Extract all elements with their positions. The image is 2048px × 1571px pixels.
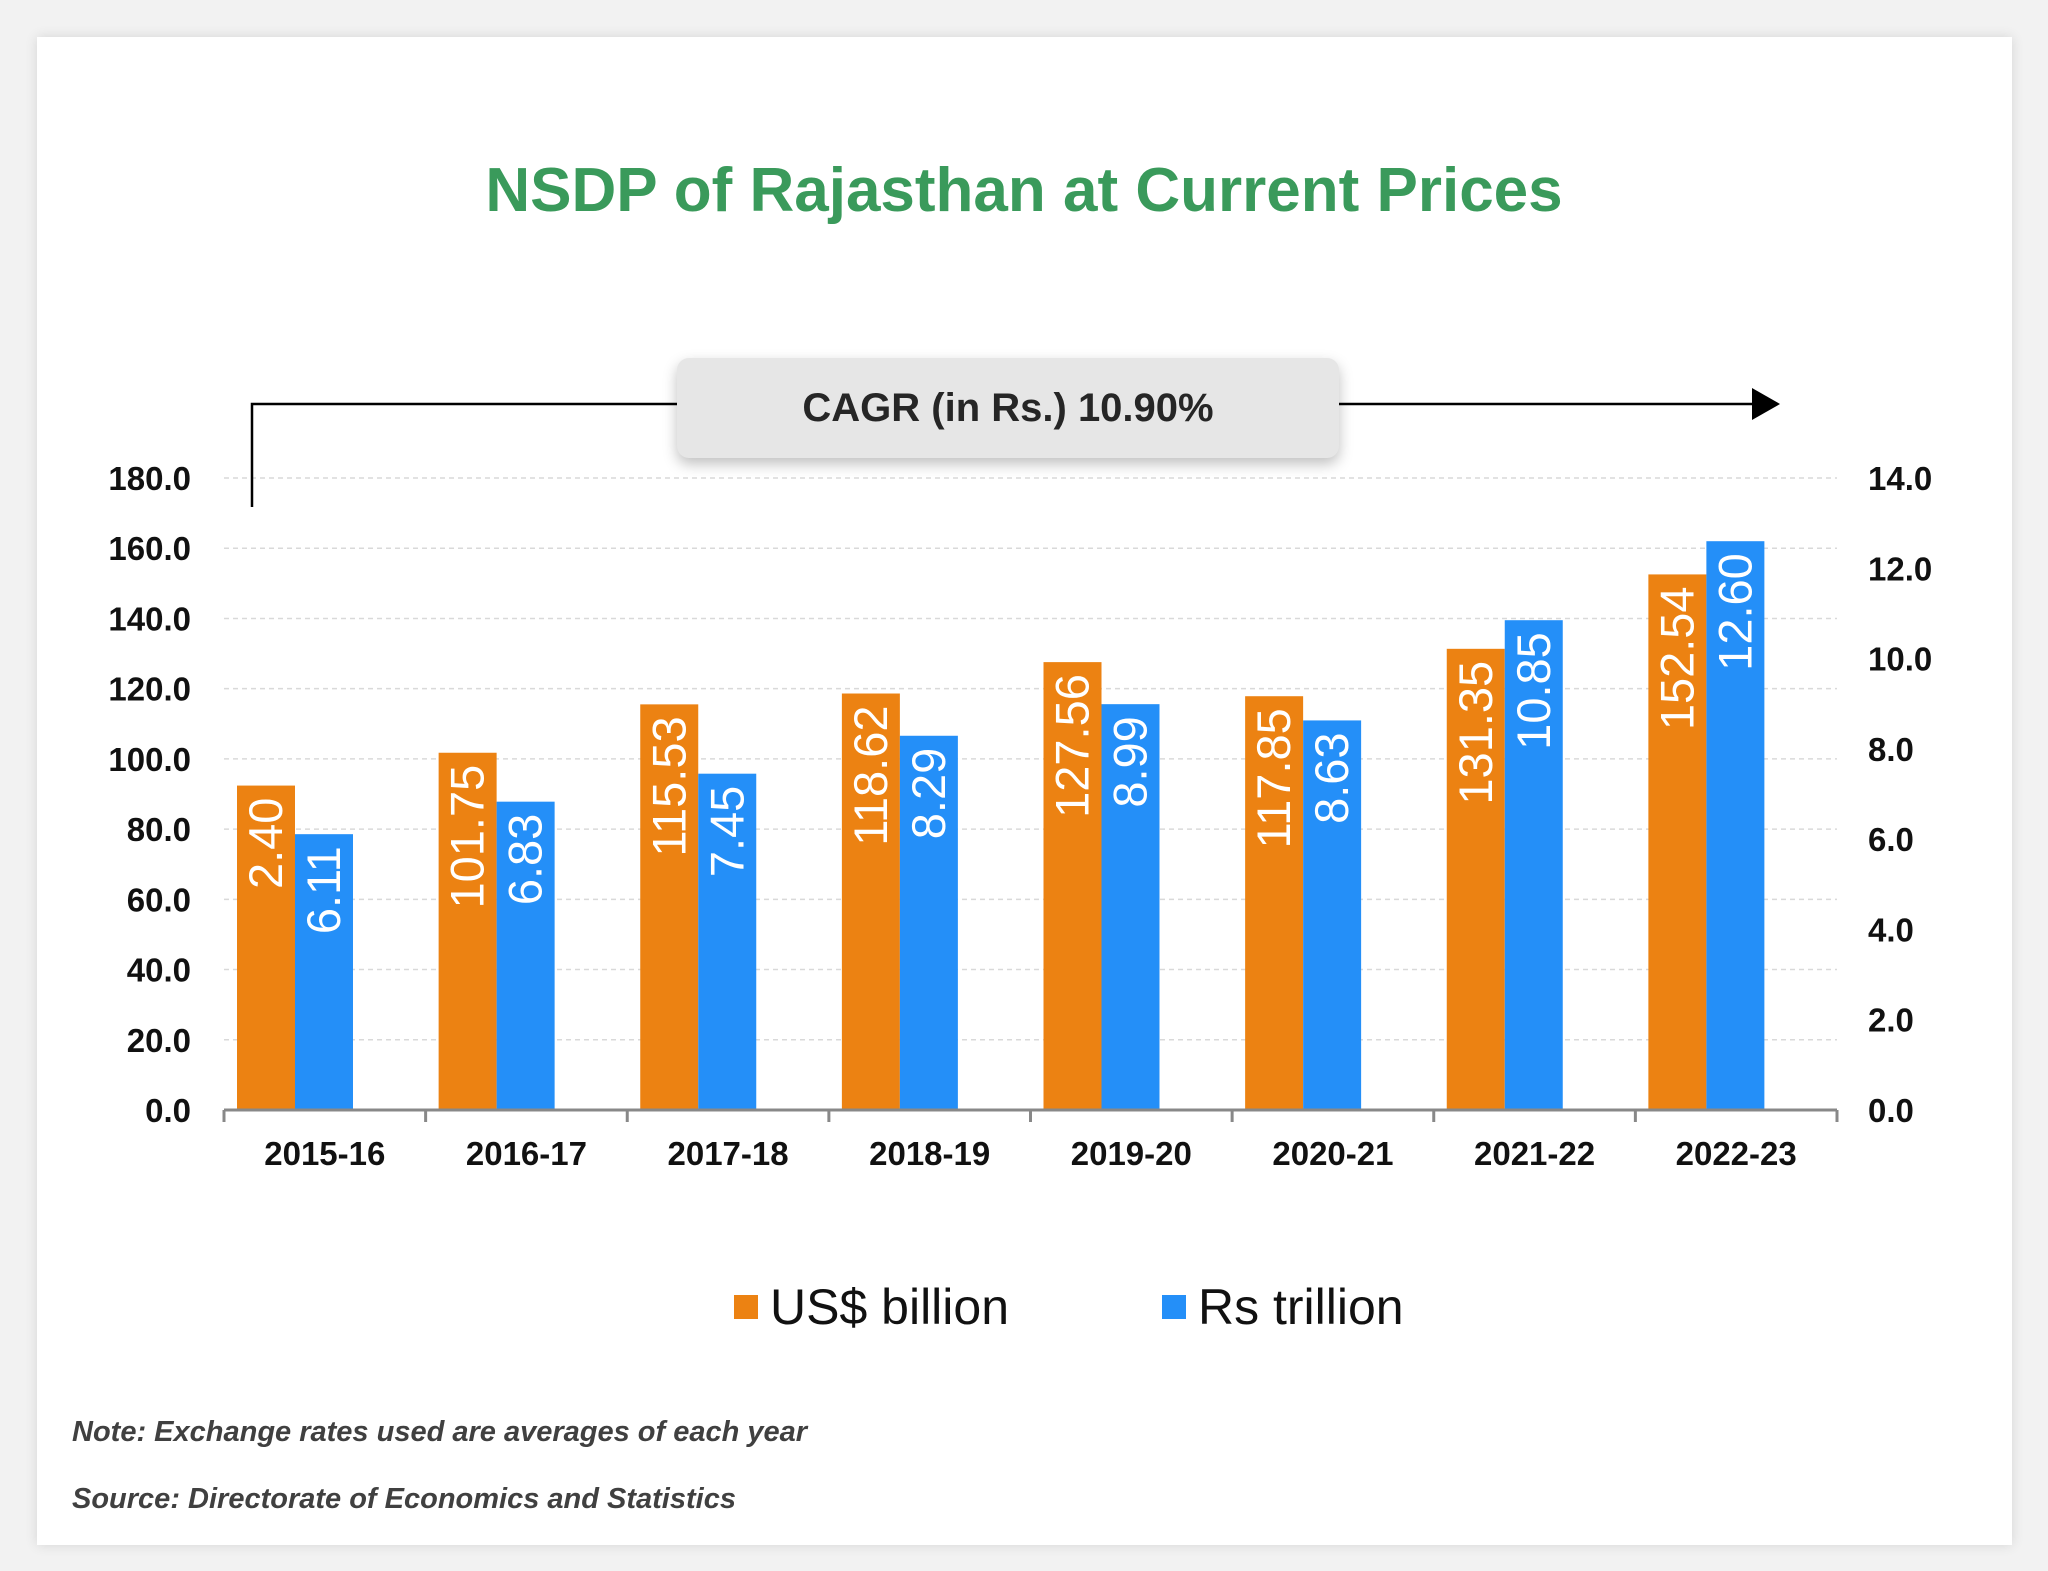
y-left-tick-label: 140.0 xyxy=(108,600,191,637)
exchange-rate-note: Note: Exchange rates used are averages o… xyxy=(72,1416,808,1448)
bar-rs xyxy=(698,773,757,1110)
data-label: 2.40 xyxy=(239,798,292,889)
y-left-tick-label: 180.0 xyxy=(108,460,191,497)
x-tick-label: 2016-17 xyxy=(466,1135,587,1172)
legend-swatch-usd xyxy=(734,1295,758,1319)
y-right-tick-label: 0.0 xyxy=(1868,1092,1914,1129)
bar-rs xyxy=(1706,541,1765,1110)
x-tick-label: 2021-22 xyxy=(1474,1135,1595,1172)
y-left-tick-label: 120.0 xyxy=(108,671,191,708)
bar-rs xyxy=(899,735,958,1110)
bar-usd xyxy=(1446,648,1505,1110)
bar-rs xyxy=(1504,620,1563,1110)
y-right-tick-label: 10.0 xyxy=(1868,641,1932,678)
data-label: 127.56 xyxy=(1046,674,1099,818)
y-right-tick-label: 12.0 xyxy=(1868,550,1932,587)
data-label: 8.63 xyxy=(1305,732,1358,823)
legend-label-usd: US$ billion xyxy=(770,1279,1010,1335)
bar-usd xyxy=(1648,574,1707,1110)
bar-usd xyxy=(237,785,295,1110)
data-label: 10.85 xyxy=(1507,632,1560,750)
cagr-annotation: CAGR (in Rs.) 10.90% xyxy=(677,358,1339,458)
y-left-tick-label: 160.0 xyxy=(108,530,191,567)
y-left-tick-label: 0.0 xyxy=(145,1092,191,1129)
bar-rs xyxy=(1303,720,1362,1110)
x-tick-label: 2017-18 xyxy=(668,1135,789,1172)
legend-item-usd: US$ billion xyxy=(734,1278,1009,1336)
y-left-tick-label: 60.0 xyxy=(127,881,191,918)
y-left-tick-label: 80.0 xyxy=(127,811,191,848)
legend-label-rs: Rs trillion xyxy=(1198,1279,1404,1335)
bar-usd xyxy=(841,693,900,1110)
x-tick-label: 2019-20 xyxy=(1071,1135,1192,1172)
data-label: 131.35 xyxy=(1449,661,1502,805)
data-label: 118.62 xyxy=(844,706,897,846)
data-label: 8.29 xyxy=(902,748,955,839)
y-left-tick-label: 100.0 xyxy=(108,741,191,778)
y-right-tick-label: 4.0 xyxy=(1868,911,1914,948)
bar-usd xyxy=(438,752,497,1110)
x-tick-label: 2015-16 xyxy=(264,1135,385,1172)
chart-title: NSDP of Rajasthan at Current Prices xyxy=(485,156,1563,225)
y-right-tick-label: 2.0 xyxy=(1868,1002,1914,1039)
bar-rs xyxy=(295,834,353,1110)
y-right-tick-label: 6.0 xyxy=(1868,821,1914,858)
data-label: 12.60 xyxy=(1708,553,1761,671)
x-tick-label: 2020-21 xyxy=(1272,1135,1393,1172)
data-label: 6.83 xyxy=(499,814,552,905)
legend-item-rs: Rs trillion xyxy=(1162,1278,1404,1336)
bar-usd xyxy=(1043,662,1102,1110)
data-label: 152.54 xyxy=(1650,586,1703,730)
data-label: 7.45 xyxy=(700,786,753,877)
data-label: 8.99 xyxy=(1104,716,1157,807)
legend-swatch-rs xyxy=(1162,1295,1186,1319)
y-right-tick-label: 14.0 xyxy=(1868,460,1932,497)
y-left-tick-label: 40.0 xyxy=(127,952,191,989)
data-label: 115.53 xyxy=(642,716,695,856)
bar-usd xyxy=(1245,696,1304,1110)
bar-usd xyxy=(640,704,699,1110)
data-label: 117.85 xyxy=(1247,708,1300,848)
x-tick-label: 2022-23 xyxy=(1676,1135,1797,1172)
data-label: 101.75 xyxy=(441,765,494,909)
source-note: Source: Directorate of Economics and Sta… xyxy=(72,1483,736,1515)
y-left-tick-label: 20.0 xyxy=(127,1022,191,1059)
bar-rs xyxy=(1101,704,1160,1110)
y-right-tick-label: 8.0 xyxy=(1868,731,1914,768)
legend: US$ billion Rs trillion xyxy=(0,1278,2048,1338)
data-label: 6.11 xyxy=(297,846,350,934)
arrow-head-icon xyxy=(1752,388,1780,420)
x-tick-label: 2018-19 xyxy=(869,1135,990,1172)
bar-rs xyxy=(496,801,555,1110)
